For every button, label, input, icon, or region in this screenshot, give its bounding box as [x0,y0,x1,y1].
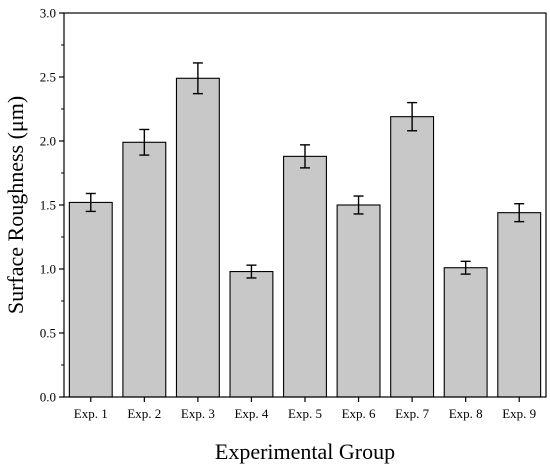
error-bars-group [85,62,525,279]
x-tick-label: Exp. 6 [342,406,376,421]
x-tick-label: Exp. 5 [288,406,322,421]
bar [390,116,435,398]
error-bar [514,203,525,223]
error-bar [407,101,418,132]
bars-group [68,77,542,398]
y-tick-label: 3.0 [40,6,56,21]
y-tick-label: 0.5 [40,326,56,341]
y-axis: 0.0 0.5 1.0 1.5 2.0 2.5 3.0 [40,6,64,405]
y-tick-label: 0.0 [40,390,56,405]
y-tick-label: 2.0 [40,134,56,149]
y-tick-label: 1.5 [40,198,56,213]
bar [68,201,113,398]
error-bar [139,128,150,156]
x-tick-label: Exp. 8 [449,406,483,421]
bar [175,77,220,398]
x-axis: Exp. 1 Exp. 2 Exp. 3 Exp. 4 Exp. 5 Exp. 6 Exp.… [74,397,536,421]
bar [283,155,327,398]
bar [497,212,542,398]
error-bar [192,62,203,95]
x-tick-label: Exp. 4 [234,406,268,421]
y-tick-label: 2.5 [40,70,56,85]
error-bar [353,195,364,215]
x-axis-title: Experimental Group [215,439,395,464]
error-bar [460,260,471,275]
bar [122,141,167,398]
x-tick-label: Exp. 2 [127,406,161,421]
error-bar [85,192,96,213]
x-tick-label: Exp. 7 [395,406,429,421]
x-tick-label: Exp. 1 [74,406,108,421]
x-tick-label: Exp. 9 [502,406,536,421]
y-tick-label: 1.0 [40,262,56,277]
bar [336,204,381,398]
x-tick-label: Exp. 3 [181,406,215,421]
y-axis-title: Surface Roughness (μm) [3,96,28,314]
error-bar [246,264,257,279]
bar [443,267,488,398]
bar [229,271,274,398]
error-bar [300,144,310,169]
